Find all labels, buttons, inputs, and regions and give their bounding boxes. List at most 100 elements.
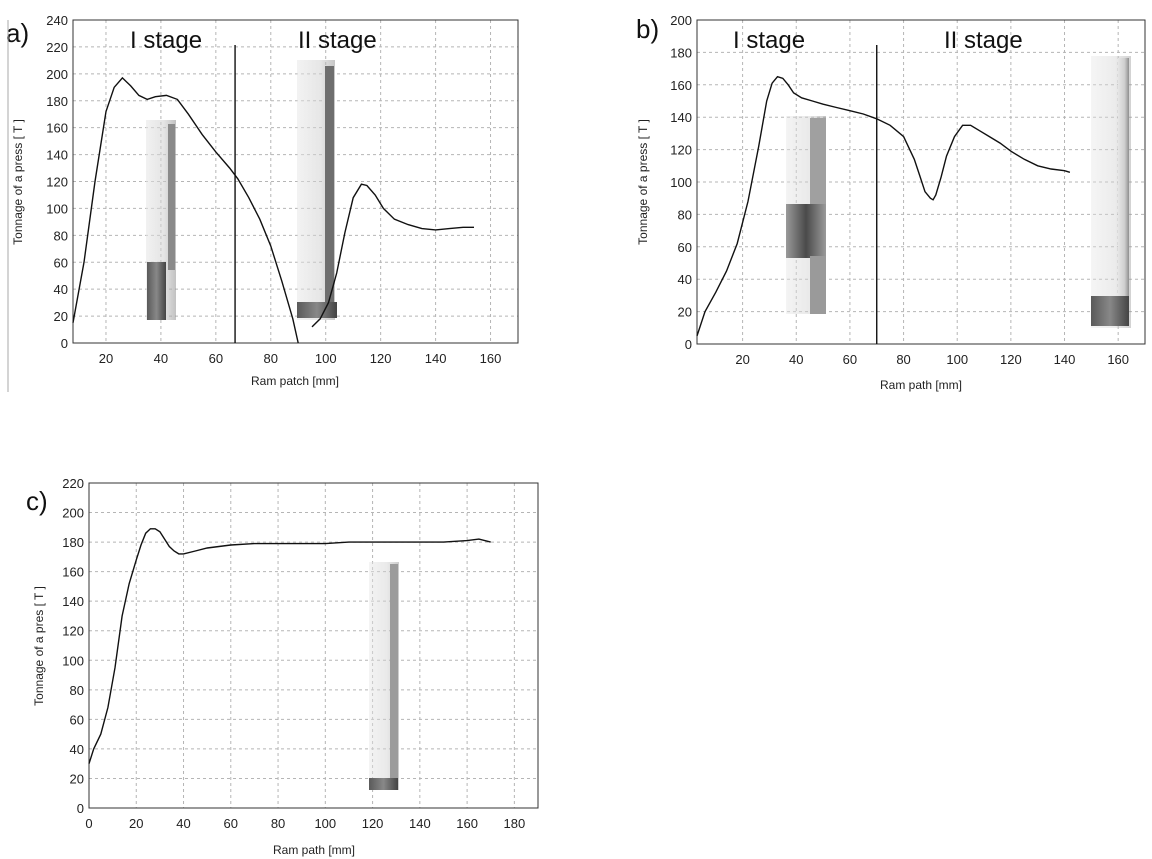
x-tick-label-b-4: 100	[946, 352, 968, 367]
y-tick-label-a-11: 220	[46, 40, 68, 55]
series-line-a-0	[72, 76, 299, 344]
x-tick-label-a-1: 40	[154, 351, 168, 366]
fem-insets-c	[369, 562, 399, 790]
x-tick-label-a-5: 120	[370, 351, 392, 366]
x-tick-label-b-0: 20	[735, 352, 749, 367]
fem-inset-a1-head	[147, 262, 166, 320]
y-tick-label-b-6: 120	[670, 143, 692, 158]
x-ticks-b: 20 40 60 80 100 120 140 160	[735, 352, 1129, 367]
y-tick-label-b-8: 160	[670, 78, 692, 93]
series-line-a-1	[311, 183, 474, 328]
x-tick-label-b-1: 40	[789, 352, 803, 367]
x-tick-label-b-6: 140	[1054, 352, 1076, 367]
plot-frame-b	[696, 19, 1146, 345]
x-tick-label-c-1: 20	[129, 816, 143, 831]
y-tick-label-c-1: 20	[70, 771, 84, 786]
y-ticks-a: 0 20 40 60 80 100 120 140 160 180 200 220 240	[46, 13, 68, 351]
y-tick-label-c-6: 120	[62, 624, 84, 639]
panel-label-c: c)	[26, 486, 48, 516]
y-tick-label-a-4: 80	[54, 228, 68, 243]
grid-c	[89, 483, 538, 808]
series-line-b-0	[696, 75, 1071, 337]
panel-label-a: a)	[6, 18, 29, 48]
y-tick-label-c-0: 0	[77, 801, 84, 816]
y-tick-label-a-7: 140	[46, 148, 68, 163]
stage-label-b1: I stage	[733, 27, 805, 54]
x-tick-label-c-4: 80	[271, 816, 285, 831]
panel-label-b: b)	[636, 14, 659, 44]
series-line-c-0	[88, 528, 491, 764]
y-tick-label-a-1: 20	[54, 309, 68, 324]
stage-label-a2: II stage	[298, 27, 377, 54]
plot-frame-a	[72, 19, 519, 344]
y-tick-label-c-4: 80	[70, 683, 84, 698]
x-tick-label-b-7: 160	[1107, 352, 1129, 367]
y-tick-label-b-10: 200	[670, 13, 692, 28]
chart-panel-b: b) I stage II stage 0 20 40 60 80 100 120 140 16…	[636, 13, 1146, 392]
x-tick-label-c-6: 120	[362, 816, 384, 831]
y-tick-label-a-10: 200	[46, 67, 68, 82]
x-tick-label-c-5: 100	[314, 816, 336, 831]
y-tick-label-a-5: 100	[46, 201, 68, 216]
y-tick-label-a-0: 0	[61, 336, 68, 351]
y-ticks-c: 0 20 40 60 80 100 120 140 160 180 200 220	[62, 476, 84, 816]
y-tick-label-c-8: 160	[62, 565, 84, 580]
curve-c	[88, 528, 491, 764]
y-tick-label-a-12: 240	[46, 13, 68, 28]
y-tick-label-b-4: 80	[678, 207, 692, 222]
y-tick-label-c-2: 40	[70, 742, 84, 757]
y-tick-label-a-8: 160	[46, 121, 68, 136]
y-axis-label-b: Tonnage of a press [ T ]	[636, 119, 650, 245]
x-tick-label-a-7: 160	[480, 351, 502, 366]
y-tick-label-b-3: 60	[678, 240, 692, 255]
fem-insets-a	[146, 60, 337, 320]
x-axis-label-b: Ram path [mm]	[880, 378, 962, 392]
fem-inset-b1-lower	[810, 256, 826, 314]
fem-insets-b	[786, 56, 1131, 328]
x-tick-label-b-5: 120	[1000, 352, 1022, 367]
y-tick-label-c-7: 140	[62, 594, 84, 609]
fem-inset-b1-upper	[810, 118, 826, 206]
y-tick-label-a-3: 60	[54, 255, 68, 270]
x-ticks-c: 0 20 40 60 80 100 120 140 160 180	[85, 816, 525, 831]
x-ticks-a: 20 40 60 80 100 120 140 160	[99, 351, 502, 366]
y-tick-label-c-11: 220	[62, 476, 84, 491]
plot-frame-c	[88, 482, 539, 809]
chart-panel-c: c) 0 20 40 60 80 100 120 140 160 180 200 220 0 20 40 6…	[26, 476, 539, 857]
fem-inset-a2-base	[297, 302, 337, 318]
y-tick-label-c-9: 180	[62, 535, 84, 550]
x-tick-label-a-3: 80	[264, 351, 278, 366]
fem-inset-b2-stem	[1118, 58, 1129, 326]
grid-a	[73, 20, 518, 343]
y-tick-label-b-0: 0	[685, 337, 692, 352]
x-tick-label-a-2: 60	[209, 351, 223, 366]
curve-a	[72, 76, 474, 344]
x-tick-label-c-2: 40	[176, 816, 190, 831]
stage-label-a1: I stage	[130, 27, 202, 54]
x-tick-label-c-9: 180	[504, 816, 526, 831]
x-tick-label-c-0: 0	[85, 816, 92, 831]
y-axis-label-c: Tonnage of a pres [ T ]	[32, 586, 46, 706]
x-tick-label-c-8: 160	[456, 816, 478, 831]
x-tick-label-b-3: 80	[896, 352, 910, 367]
y-axis-label-a: Tonnage of a press [ T ]	[11, 119, 25, 245]
y-tick-label-b-1: 20	[678, 305, 692, 320]
y-tick-label-c-10: 200	[62, 506, 84, 521]
fem-inset-b1-band	[786, 204, 826, 258]
stage-label-b2: II stage	[944, 27, 1023, 54]
x-axis-label-a: Ram patch [mm]	[251, 374, 339, 388]
x-tick-label-c-3: 60	[224, 816, 238, 831]
x-tick-label-a-4: 100	[315, 351, 337, 366]
y-tick-label-b-9: 180	[670, 45, 692, 60]
fem-inset-c1-stem	[390, 564, 398, 788]
y-tick-label-c-3: 60	[70, 712, 84, 727]
y-ticks-b: 0 20 40 60 80 100 120 140 160 180 200	[670, 13, 692, 352]
grid-b	[697, 20, 1145, 344]
y-tick-label-a-6: 120	[46, 175, 68, 190]
y-tick-label-b-5: 100	[670, 175, 692, 190]
x-tick-label-b-2: 60	[843, 352, 857, 367]
y-tick-label-a-2: 40	[54, 282, 68, 297]
x-tick-label-a-0: 20	[99, 351, 113, 366]
fem-inset-a1-stem	[168, 124, 175, 270]
